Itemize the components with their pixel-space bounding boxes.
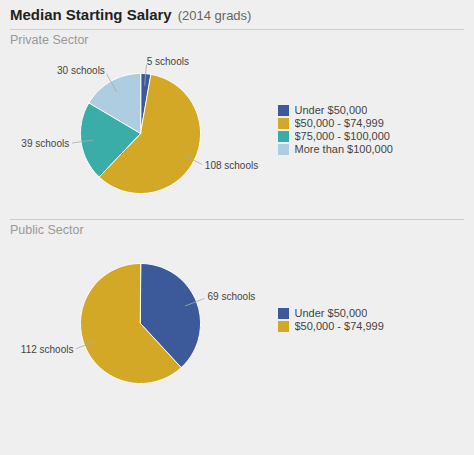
svg-text:69 schools: 69 schools (208, 291, 256, 302)
html-text:More than $100,000: More than $100,000 (294, 143, 393, 156)
html-text:$50,000 - $74,999: $50,000 - $74,999 (294, 117, 384, 130)
html-text:Under $50,000: Under $50,000 (294, 307, 368, 320)
html-text:Private Sector: Private Sector (10, 33, 89, 47)
html-text:Median Starting Salary (2014 g: Median Starting Salary (2014 grads) (10, 6, 252, 23)
svg-text:30 schools: 30 schools (57, 65, 105, 76)
html-text:$75,000 - $100,000: $75,000 - $100,000 (294, 130, 390, 143)
svg-text:5 schools: 5 schools (147, 56, 189, 67)
html-text:$50,000 - $74,999: $50,000 - $74,999 (294, 320, 384, 333)
svg-text:108 schools: 108 schools (205, 160, 258, 171)
html-text:Under $50,000: Under $50,000 (294, 104, 368, 117)
html-text:Public Sector: Public Sector (10, 223, 84, 237)
svg-text:112 schools: 112 schools (21, 344, 74, 355)
svg-text:39 schools: 39 schools (21, 138, 69, 149)
